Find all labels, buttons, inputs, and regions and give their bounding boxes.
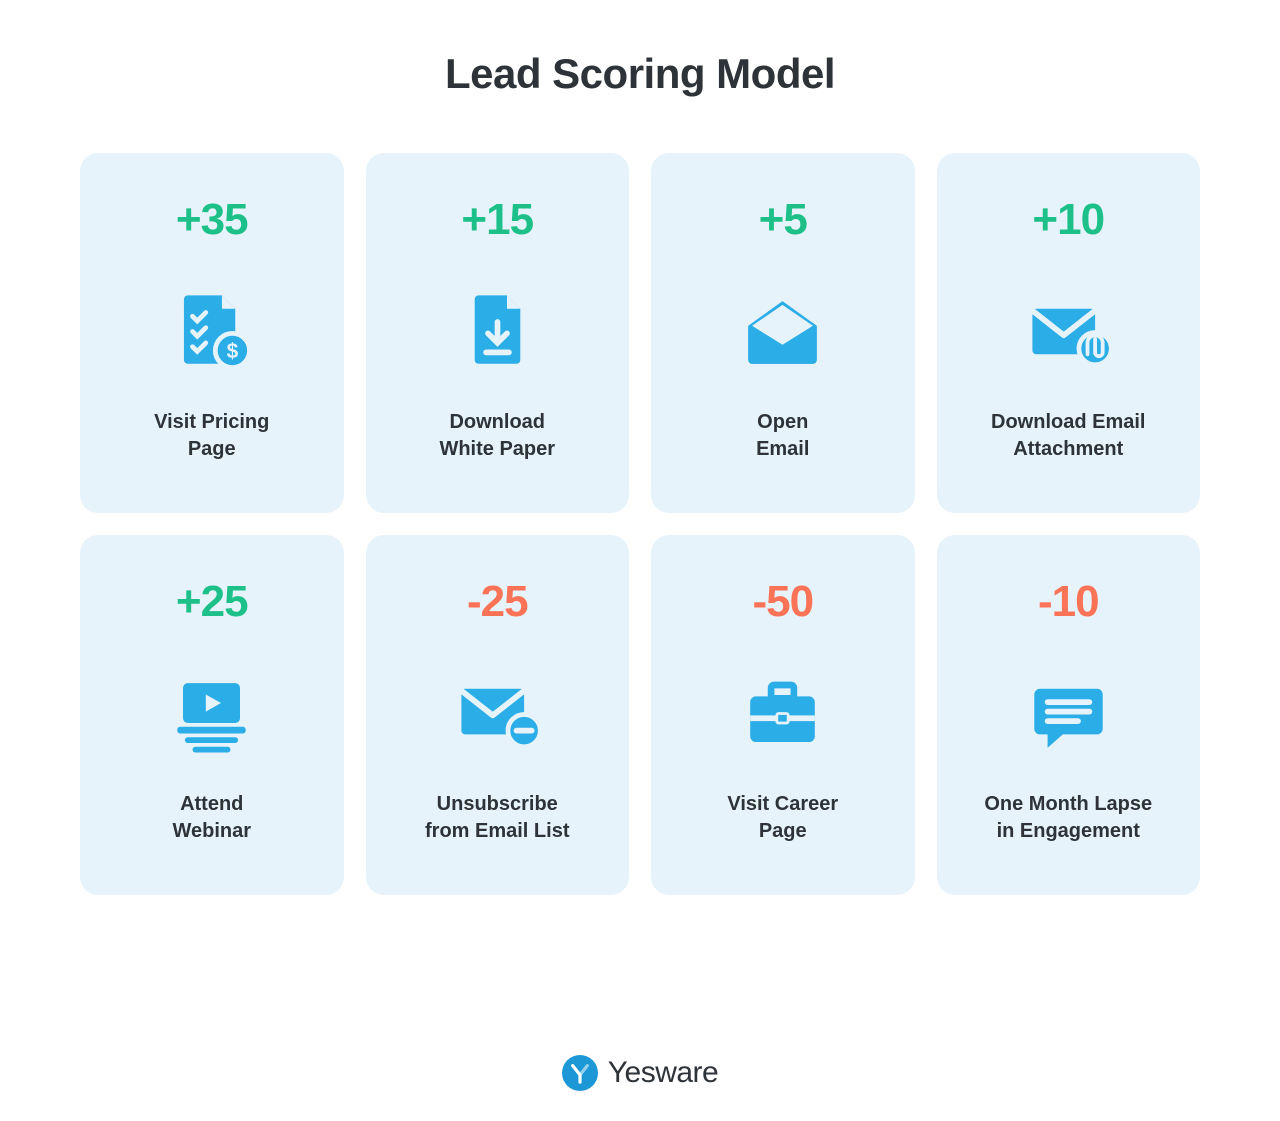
score-card-career: -50 Visit CareerPage: [651, 535, 915, 895]
score-value: +15: [461, 195, 533, 245]
score-card-whitepaper: +15 DownloadWhite Paper: [366, 153, 630, 513]
download-doc-icon: [450, 281, 545, 381]
score-value: -25: [467, 577, 528, 627]
card-label: One Month Lapsein Engagement: [984, 791, 1152, 845]
unsubscribe-icon: [450, 663, 545, 763]
score-value: +5: [759, 195, 807, 245]
score-card-lapse: -10 One Month Lapsein Engagement: [937, 535, 1201, 895]
page-title: Lead Scoring Model: [445, 50, 835, 98]
score-value: -10: [1038, 577, 1099, 627]
svg-text:$: $: [227, 340, 239, 363]
score-value: +25: [176, 577, 248, 627]
score-card-pricing: +35 $ Visit PricingPage: [80, 153, 344, 513]
chat-lapse-icon: [1021, 663, 1116, 763]
score-card-webinar: +25 AttendWebinar: [80, 535, 344, 895]
score-value: +35: [176, 195, 248, 245]
card-label: Unsubscribefrom Email List: [425, 791, 569, 845]
score-value: +10: [1032, 195, 1104, 245]
card-label: Visit CareerPage: [727, 791, 838, 845]
cards-grid: +35 $ Visit PricingPage +15: [80, 153, 1200, 895]
card-label: DownloadWhite Paper: [439, 409, 555, 463]
card-label: OpenEmail: [756, 409, 809, 463]
score-card-unsubscribe: -25 Unsubscribefrom Email List: [366, 535, 630, 895]
card-label: AttendWebinar: [172, 791, 251, 845]
briefcase-icon: [735, 663, 830, 763]
pricing-page-icon: $: [164, 281, 259, 381]
card-label: Visit PricingPage: [154, 409, 269, 463]
webinar-icon: [164, 663, 259, 763]
email-attachment-icon: [1021, 281, 1116, 381]
brand-mark-icon: [562, 1055, 598, 1091]
score-card-email-attachment: +10 Download EmailAttachment: [937, 153, 1201, 513]
brand-logo: Yesware: [562, 1055, 718, 1091]
score-value: -50: [752, 577, 813, 627]
score-card-open-email: +5 OpenEmail: [651, 153, 915, 513]
brand-name: Yesware: [608, 1056, 718, 1090]
open-email-icon: [735, 281, 830, 381]
card-label: Download EmailAttachment: [991, 409, 1145, 463]
